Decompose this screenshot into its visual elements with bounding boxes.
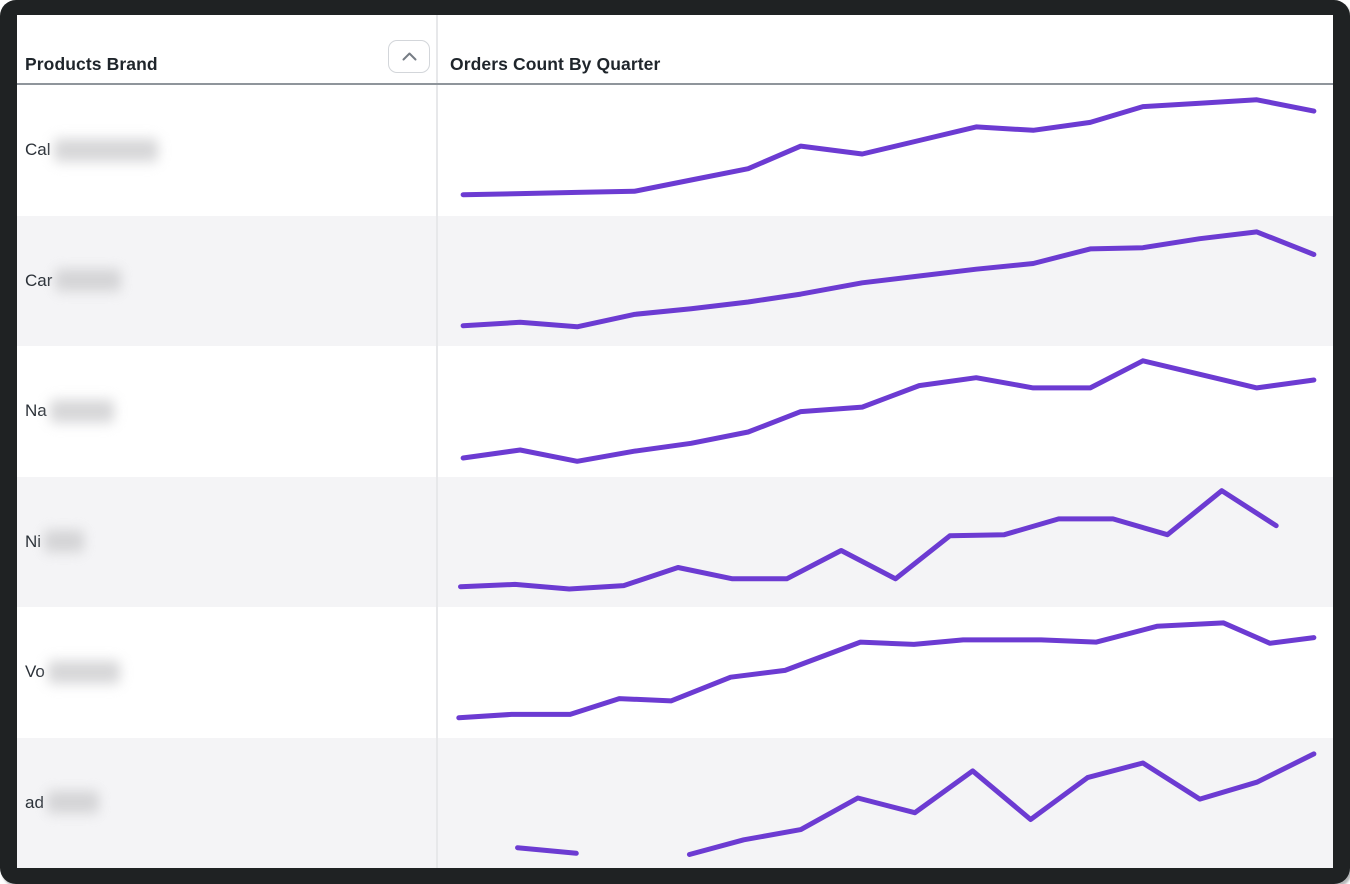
brand-cell[interactable]: Ni [17,476,438,607]
sparkline-chart [460,228,1317,329]
sparkline-chart [460,97,1317,198]
brand-cell[interactable]: Car [17,215,438,346]
sparkline-cell[interactable] [438,216,1333,347]
sparkline-chart [515,750,1317,857]
sparkline-cell[interactable] [438,85,1333,216]
brand-cell[interactable]: Cal [17,85,438,216]
redacted-brand-text [49,398,114,424]
sort-button[interactable] [388,40,430,73]
header-cell-orders-count[interactable]: Orders Count By Quarter [438,15,1333,83]
sparkline-cell[interactable] [438,607,1333,738]
brand-cell[interactable]: Vo [17,607,438,738]
brand-label: Vo [25,662,45,682]
redacted-brand-text [46,790,99,816]
sparkline-cell[interactable] [438,477,1333,608]
brand-label: Na [25,401,47,421]
table-header-row: Products Brand Orders Count By Quarter [17,15,1333,85]
sparkline-chart [458,487,1279,591]
orders-count-column-title: Orders Count By Quarter [450,54,661,74]
brand-label: ad [25,792,44,812]
brand-cell[interactable]: Na [17,346,438,477]
products-brand-column-title: Products Brand [25,54,158,74]
sparkline-cell[interactable] [438,346,1333,477]
brand-cell[interactable]: ad [17,737,438,868]
sparkline-chart [456,620,1317,721]
redacted-brand-text [44,529,85,555]
table-row: Na [17,346,1333,477]
redacted-brand-text [53,137,158,163]
redacted-brand-text [55,268,122,294]
sparkline-cell[interactable] [438,738,1333,869]
table-visualization-panel: Products Brand Orders Count By Quarter C… [17,15,1333,868]
table-body: Cal Car [17,85,1333,868]
chevron-up-icon [402,52,416,61]
table-row: ad [17,737,1333,869]
table-row: Vo [17,607,1333,738]
sparkline-chart [460,358,1317,464]
table-row: Cal [17,85,1333,216]
brand-label: Cal [25,140,51,160]
redacted-brand-text [47,659,120,685]
brand-label: Car [25,270,53,290]
table-row: Car [17,215,1333,347]
table-row: Ni [17,476,1333,608]
brand-label: Ni [25,531,42,551]
header-cell-products-brand[interactable]: Products Brand [17,15,438,83]
